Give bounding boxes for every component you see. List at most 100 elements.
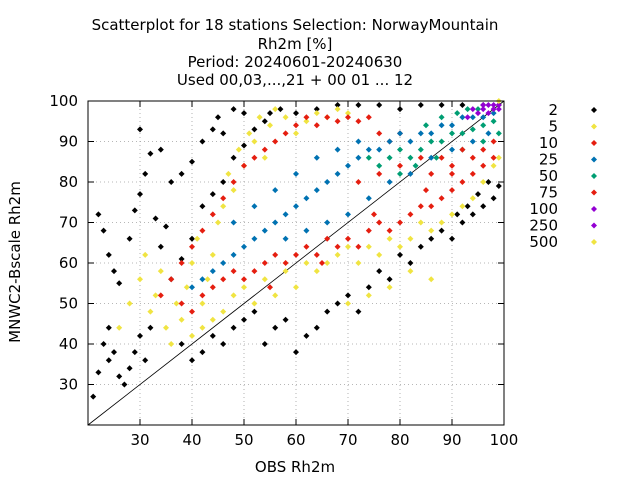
data-point xyxy=(220,341,227,347)
data-point xyxy=(272,251,279,258)
data-point xyxy=(152,215,159,222)
data-point xyxy=(386,227,393,234)
data-point xyxy=(319,260,325,266)
data-point xyxy=(495,130,502,137)
title-line-4: Used 00,03,...,21 + 00 01 ... 12 xyxy=(177,71,413,89)
data-point xyxy=(397,162,403,169)
data-point xyxy=(199,138,206,145)
chart-title: Scatterplot for 18 stations Selection: N… xyxy=(92,16,499,89)
data-point xyxy=(230,219,237,226)
data-point xyxy=(485,110,492,117)
data-point xyxy=(204,276,211,283)
data-point xyxy=(199,349,206,356)
data-point xyxy=(480,146,487,153)
data-point xyxy=(293,130,299,137)
data-point xyxy=(407,138,414,145)
data-point xyxy=(438,219,445,226)
data-point xyxy=(293,110,299,117)
data-point xyxy=(100,341,107,347)
data-point xyxy=(376,170,383,177)
data-point xyxy=(90,393,97,400)
data-point xyxy=(417,102,424,109)
data-point xyxy=(490,106,497,113)
data-point xyxy=(137,191,143,198)
data-point xyxy=(459,130,466,137)
data-point xyxy=(449,122,455,129)
data-point xyxy=(147,324,154,331)
data-point xyxy=(303,332,310,339)
data-point xyxy=(303,114,310,121)
data-point xyxy=(199,276,206,283)
data-point xyxy=(220,195,227,202)
data-point xyxy=(178,170,185,177)
legend-marker xyxy=(591,206,597,212)
data-point xyxy=(131,207,138,214)
data-point xyxy=(251,300,258,307)
data-point xyxy=(324,114,331,121)
data-point xyxy=(261,227,268,234)
data-point xyxy=(355,260,362,266)
data-point xyxy=(209,316,216,323)
data-point xyxy=(225,170,232,177)
data-point xyxy=(334,118,341,125)
data-point xyxy=(137,332,143,339)
data-point xyxy=(428,203,435,210)
data-point xyxy=(199,292,206,299)
data-point xyxy=(199,324,206,331)
data-point xyxy=(376,268,383,275)
data-point xyxy=(480,122,487,129)
data-point xyxy=(386,284,393,291)
data-point xyxy=(345,162,351,169)
data-point xyxy=(168,276,175,283)
data-point xyxy=(282,211,289,218)
data-point xyxy=(495,102,502,109)
data-point xyxy=(423,187,429,194)
data-point xyxy=(199,203,206,210)
data-point xyxy=(449,146,455,153)
data-point xyxy=(137,126,143,133)
data-point xyxy=(490,162,497,169)
data-point xyxy=(241,162,247,169)
legend-marker xyxy=(591,189,597,196)
data-point xyxy=(95,369,102,376)
data-point xyxy=(495,154,502,161)
data-point xyxy=(459,102,466,109)
data-point xyxy=(490,154,497,161)
data-point xyxy=(469,170,476,177)
y-tick-label: 90 xyxy=(59,133,78,151)
legend-label: 25 xyxy=(539,151,558,169)
data-point xyxy=(173,300,180,307)
data-point xyxy=(126,365,133,372)
data-point xyxy=(220,130,227,137)
data-point xyxy=(345,292,351,299)
data-point xyxy=(334,106,341,113)
data-point xyxy=(303,243,310,250)
data-point xyxy=(459,219,466,226)
data-point xyxy=(397,251,403,258)
data-point xyxy=(111,268,117,275)
data-point xyxy=(365,154,372,161)
legend-label: 75 xyxy=(539,184,558,202)
data-point xyxy=(469,106,476,113)
data-point xyxy=(241,243,247,250)
data-point xyxy=(157,292,164,299)
data-point xyxy=(417,219,424,226)
data-point xyxy=(137,276,143,283)
data-point xyxy=(365,292,372,299)
data-point xyxy=(480,138,487,145)
data-point xyxy=(189,308,195,315)
data-point xyxy=(230,187,237,194)
x-tick-label: 60 xyxy=(286,431,305,449)
data-point xyxy=(355,154,362,161)
data-point xyxy=(376,219,383,226)
data-point xyxy=(485,130,492,137)
legend-label: 2 xyxy=(548,101,558,119)
data-point xyxy=(116,280,123,287)
legend-label: 5 xyxy=(548,118,558,136)
data-point xyxy=(449,162,455,169)
data-point xyxy=(282,268,289,275)
data-point xyxy=(293,122,299,129)
data-point xyxy=(241,316,247,323)
